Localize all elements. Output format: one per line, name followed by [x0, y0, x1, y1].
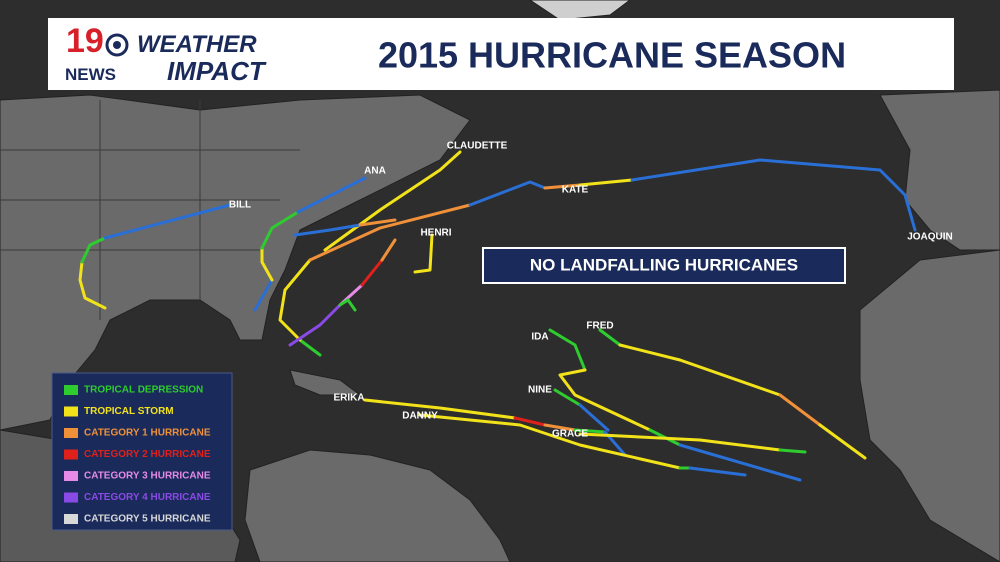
track: [296, 176, 367, 214]
storm-label: FRED: [586, 321, 613, 332]
title: 2015 HURRICANE SEASON: [378, 35, 846, 76]
legend-swatch: [64, 428, 78, 438]
storm-label: NINE: [528, 385, 552, 396]
track: [413, 233, 434, 274]
legend-label: CATEGORY 2 HURRICANE: [84, 449, 211, 460]
legend-label: CATEGORY 3 HURRICANE: [84, 471, 211, 482]
logo-pupil: [113, 41, 121, 49]
legend-swatch: [64, 449, 78, 460]
legend-label: TROPICAL STORM: [84, 406, 174, 417]
storm-label: ERIKA: [333, 393, 364, 404]
track: [618, 343, 782, 397]
tracks: [78, 150, 917, 482]
logo-eye: [105, 33, 129, 57]
legend-box: [51, 372, 233, 531]
legend-swatch: [64, 514, 78, 524]
track: [513, 416, 547, 427]
track: [578, 403, 610, 432]
track: [543, 183, 582, 190]
legend-swatch: [64, 471, 78, 481]
logo-impact: IMPACT: [167, 56, 267, 86]
storm-label: ANA: [364, 166, 386, 177]
banner: NO LANDFALLING HURRICANES: [530, 255, 798, 274]
storm-label: GRACE: [552, 429, 588, 440]
track: [298, 338, 322, 357]
track: [778, 393, 822, 427]
track: [78, 260, 107, 310]
storm-label: CLAUDETTE: [447, 141, 508, 152]
track: [80, 236, 107, 264]
legend-label: TROPICAL DEPRESSION: [84, 385, 203, 396]
track: [630, 158, 917, 232]
track: [308, 203, 472, 262]
borders: [0, 100, 300, 320]
logo-number: 19: [66, 22, 104, 60]
track: [323, 150, 462, 252]
banner-box: [482, 247, 846, 284]
logo-station: NEWS: [65, 65, 116, 84]
track: [260, 246, 274, 282]
legend-swatch: [64, 492, 78, 503]
track: [468, 180, 547, 207]
track: [578, 178, 634, 187]
track: [418, 413, 682, 470]
logo-weather: WEATHER: [137, 31, 257, 58]
track: [360, 258, 384, 287]
track: [338, 298, 357, 312]
track: [818, 423, 867, 460]
header-bar: [48, 18, 954, 90]
track: [253, 278, 274, 312]
track: [598, 328, 622, 347]
storm-labels: CLAUDETTE ANA BILL KATE HENRI JOAQUIN FR…: [229, 141, 953, 440]
storm-label: JOAQUIN: [907, 232, 953, 243]
track: [260, 210, 300, 250]
track: [578, 432, 782, 452]
storm-label: KATE: [562, 185, 589, 196]
track: [543, 423, 577, 432]
track: [688, 466, 747, 477]
track: [380, 238, 397, 262]
track: [553, 388, 582, 407]
track: [558, 368, 652, 432]
track: [573, 428, 607, 434]
legend-label: CATEGORY 4 HURRICANE: [84, 492, 211, 503]
track: [678, 443, 802, 482]
track: [363, 398, 517, 420]
track: [278, 258, 312, 342]
storm-label: DANNY: [402, 411, 438, 422]
track: [103, 203, 232, 240]
track: [778, 448, 807, 454]
track: [358, 218, 397, 227]
storm-label: BILL: [229, 200, 251, 211]
legend-swatch: [64, 385, 78, 395]
legend-label: CATEGORY 5 HURRICANE: [84, 514, 211, 525]
legend: TROPICAL DEPRESSION TROPICAL STORM CATEGOR…: [64, 385, 211, 525]
track: [548, 328, 587, 372]
storm-label: IDA: [531, 332, 548, 343]
storm-label: HENRI: [420, 228, 451, 239]
legend-swatch: [64, 406, 78, 417]
track: [288, 303, 342, 347]
track: [293, 223, 362, 237]
legend-label: CATEGORY 1 HURRICANE: [84, 428, 211, 439]
